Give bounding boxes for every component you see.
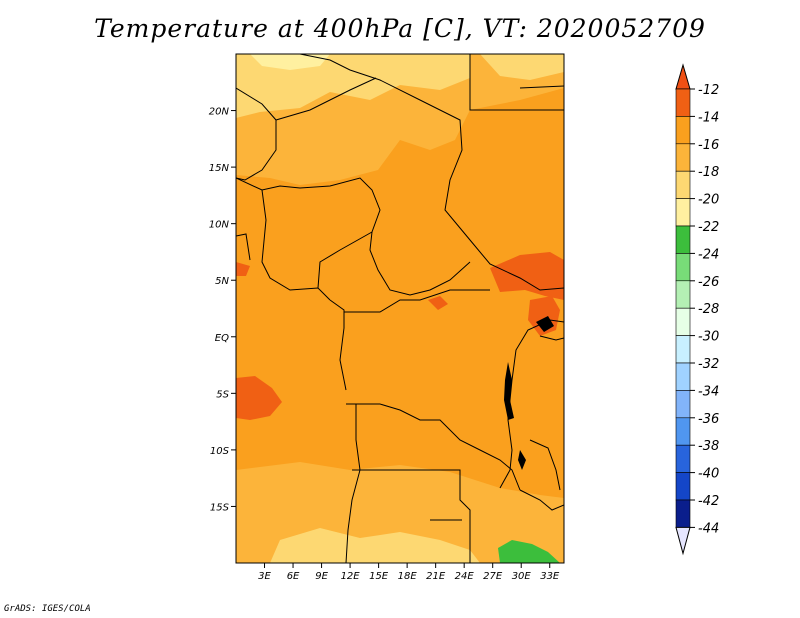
band-minus20-north	[250, 54, 330, 70]
x-tick-label: 3E	[258, 571, 271, 582]
patch-minus22-south	[498, 540, 560, 563]
patch-minus12-central	[428, 296, 448, 310]
colorbar-label: -14	[698, 110, 719, 125]
band-minus18-north-a	[236, 54, 470, 118]
x-tick-label: 12E	[341, 571, 361, 582]
y-tick-label: 5N	[215, 276, 229, 287]
patch-minus12-west	[236, 376, 282, 420]
x-tick-label: 9E	[315, 571, 328, 582]
y-tick-label: 15N	[209, 163, 230, 174]
x-tick-label: 21E	[426, 571, 446, 582]
colorbar-label: -16	[698, 138, 719, 153]
colorbar-segment	[675, 444, 691, 473]
y-tick-label: EQ	[215, 333, 229, 344]
colorbar-label: -40	[698, 467, 719, 482]
grads-credit: GrADS: IGES/COLA	[4, 604, 91, 614]
colorbar-segment	[675, 335, 691, 364]
colorbar-label: -12	[698, 83, 719, 98]
chart-title: Temperature at 400hPa [C], VT: 202005270…	[94, 14, 706, 43]
map-frame	[235, 53, 565, 564]
x-tick-label: 6E	[287, 571, 300, 582]
colorbar-segment	[675, 170, 691, 199]
colorbar-label: -38	[698, 439, 719, 454]
colorbar-label: -36	[698, 412, 719, 427]
lakes	[504, 316, 554, 470]
patch-minus12-east	[490, 252, 564, 300]
x-tick-label: 24E	[455, 571, 475, 582]
colorbar-label: -44	[698, 521, 719, 536]
colorbar-label: -26	[698, 275, 719, 290]
colorbar-segment	[675, 253, 691, 282]
colorbar-label: -32	[698, 357, 719, 372]
colorbar-segment	[675, 143, 691, 172]
colorbar-segment	[675, 116, 691, 145]
colorbar-label: -28	[698, 302, 719, 317]
x-tick-label: 30E	[512, 571, 532, 582]
x-tick-label: 18E	[398, 571, 418, 582]
colorbar-segment	[675, 362, 691, 391]
y-tick-label: 15S	[210, 502, 230, 513]
colorbar-label: -22	[698, 220, 719, 235]
colorbar-segment	[675, 499, 691, 528]
colorbar-label: -24	[698, 247, 719, 262]
y-tick-label: 10S	[210, 446, 230, 457]
colorbar-segment	[675, 280, 691, 309]
x-tick-label: 27E	[483, 571, 503, 582]
colorbar-bottom-arrow	[675, 526, 691, 556]
colorbar-label: -30	[698, 330, 719, 345]
band-minus18-south	[270, 528, 480, 563]
colorbar-segment	[675, 225, 691, 254]
colorbar-label: -42	[698, 494, 719, 509]
colorbar-label: -18	[698, 165, 719, 180]
x-axis-ticks: 3E 6E 9E 12E 15E 18E 21E 24E 27E 30E 33E	[258, 563, 560, 582]
colorbar-segment	[675, 88, 691, 117]
y-tick-label: 5S	[216, 389, 229, 400]
y-axis-ticks: 20N 15N 10N 5N EQ 5S 10S 15S	[209, 107, 236, 513]
y-tick-label: 20N	[209, 107, 230, 118]
colorbar-segment	[675, 417, 691, 446]
map-area	[236, 54, 564, 563]
colorbar-segment	[675, 307, 691, 336]
x-tick-label: 15E	[369, 571, 389, 582]
colorbar-segment	[675, 472, 691, 501]
x-tick-label: 33E	[540, 571, 560, 582]
patch-minus12-west-coast	[236, 262, 250, 276]
band-minus18-north-b	[480, 54, 564, 80]
colorbar: -12 -14 -16 -18 -20 -22 -24 -26 -28 -30 -32 -34 -36 -…	[675, 63, 719, 556]
y-tick-label: 10N	[209, 220, 230, 231]
colorbar-label: -34	[698, 384, 719, 399]
colorbar-segment	[675, 390, 691, 419]
colorbar-label: -20	[698, 193, 719, 208]
colorbar-top-arrow	[675, 63, 691, 90]
colorbar-segment	[675, 198, 691, 227]
